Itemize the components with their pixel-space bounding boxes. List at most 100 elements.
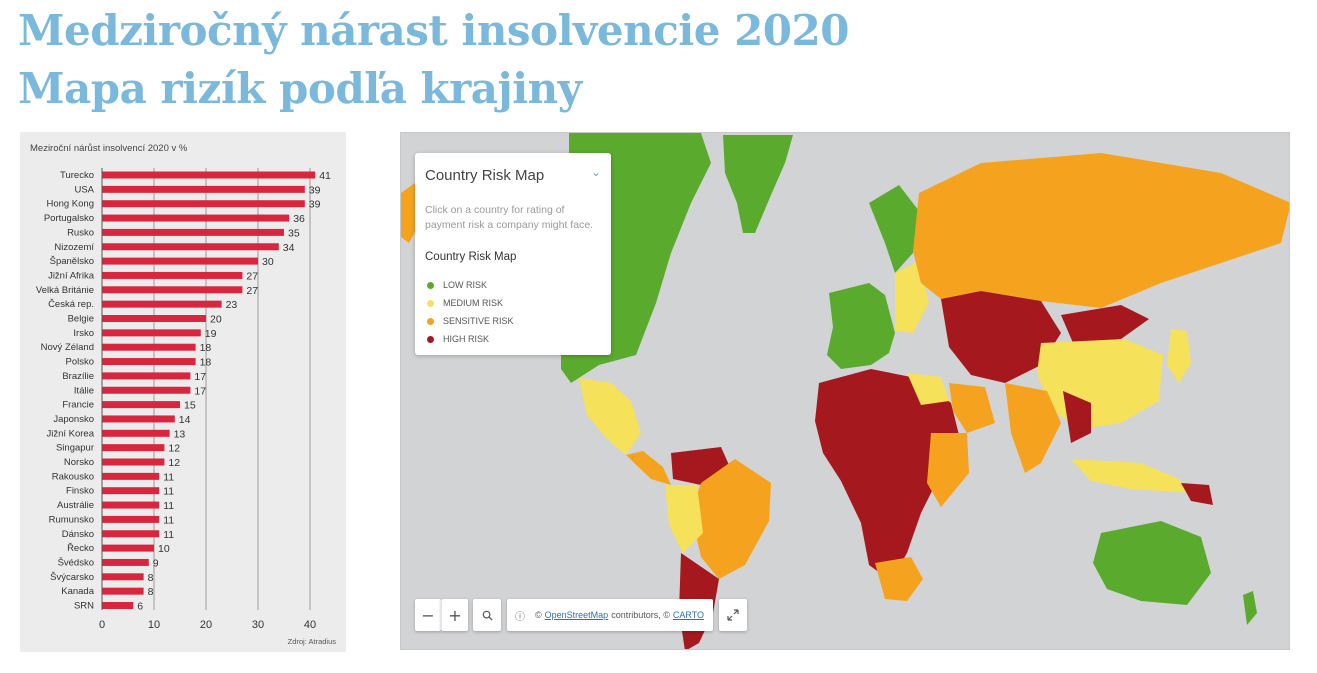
central-asia-region[interactable] [941,291,1061,383]
bar [102,271,243,279]
west-europe-region[interactable] [827,283,895,369]
x-tick-label: 0 [99,619,105,631]
value-label: 11 [163,500,174,512]
australia-region[interactable] [1093,521,1211,605]
value-label: 39 [309,184,321,196]
bar [102,200,305,208]
world-map[interactable] [401,133,1290,650]
value-label: 17 [194,371,206,383]
value-label: 20 [210,314,222,326]
page-title-line2: Mapa rizík podľa krajiny [18,64,582,113]
category-label: SRN [74,601,94,612]
category-label: Itálie [74,385,94,396]
category-label: Irsko [73,328,94,339]
south-africa-region[interactable] [875,557,923,601]
mongolia-region[interactable] [1061,305,1149,343]
bar [102,386,191,394]
bar [102,343,196,351]
scandinavia-region[interactable] [869,185,919,273]
category-label: Španělsko [50,256,94,267]
zoom-in-button[interactable]: + [441,599,468,631]
zoom-out-button[interactable]: − [415,599,441,631]
legend-description: Click on a country for rating of payment… [425,204,594,231]
legend-label-high: HIGH RISK [443,334,490,344]
bar [102,401,180,409]
bar [102,228,284,236]
bar [102,573,144,581]
category-label: Brazílie [62,371,94,382]
brazil-region[interactable] [691,459,771,579]
value-label: 11 [163,529,174,541]
japan-region[interactable] [1167,329,1191,383]
mexico-region[interactable] [579,378,641,455]
bar [102,429,170,437]
greenland-region[interactable] [723,135,793,233]
bar [102,587,144,595]
info-icon[interactable]: ⓘ [515,611,525,623]
bar [102,214,290,222]
bar [102,415,175,423]
bar [102,300,222,308]
search-button[interactable] [473,599,501,631]
bar [102,472,160,480]
new-zealand-region[interactable] [1243,591,1257,625]
openstreetmap-link[interactable]: OpenStreetMap [544,610,609,620]
papua-region[interactable] [1181,483,1213,505]
legend-item-sensitive: SENSITIVE RISK [427,314,514,328]
category-label: Kanada [61,586,94,597]
category-label: Nový Zéland [41,342,94,353]
category-label: Švédsko [58,557,94,568]
arabia-region[interactable] [949,383,995,433]
bar [102,602,134,609]
chevron-down-icon[interactable]: ⌄ [591,165,602,179]
carto-link[interactable]: CARTO [672,610,705,620]
venezuela-region[interactable] [671,447,729,485]
chart-source: Zdroj: Atradius [288,637,337,646]
egypt-region[interactable] [907,373,949,405]
high-risk-dot [427,335,434,343]
bar [102,544,154,552]
page-title-line1: Medziročný nárast insolvencie 2020 [18,6,849,55]
country-risk-map[interactable]: Country Risk Map ⌄ Click on a country fo… [400,132,1290,650]
indonesia-region[interactable] [1071,459,1191,493]
east-africa-region[interactable] [927,433,969,507]
value-label: 12 [168,457,180,469]
value-label: 30 [262,256,274,268]
medium-risk-dot [427,299,434,307]
sensitive-risk-dot [427,317,434,325]
value-label: 17 [194,385,206,397]
india-region[interactable] [1005,383,1061,473]
value-label: 18 [200,342,212,354]
central-america-region[interactable] [626,451,671,485]
africa-north-region[interactable] [815,369,961,581]
legend-subtitle: Country Risk Map [425,251,517,263]
category-label: Turecko [60,170,94,181]
value-label: 8 [148,572,154,584]
andes-region[interactable] [665,485,703,553]
value-label: 19 [205,328,217,340]
bar [102,286,243,294]
bar [102,358,196,366]
category-label: Finsko [66,486,94,497]
legend-item-low: LOW RISK [427,278,487,292]
myanmar-region[interactable] [1063,391,1091,443]
value-label: 11 [163,471,174,483]
category-label: Jižní Korea [46,428,94,439]
bar [102,171,316,179]
attribution-text: contributors, © [611,610,670,620]
value-label: 36 [293,213,305,225]
west-edge-region[interactable] [401,183,417,243]
category-label: Francie [62,400,94,411]
value-label: 27 [246,285,258,297]
fullscreen-button[interactable] [719,599,747,631]
value-label: 35 [288,227,300,239]
search-icon [482,610,493,621]
bar [102,315,206,322]
value-label: 10 [158,543,170,555]
category-label: Rakousko [52,471,94,482]
bar [102,257,258,265]
category-label: Rusko [67,227,94,238]
chart-title: Meziroční nárůst insolvencí 2020 v % [30,143,188,154]
bar [102,530,160,538]
russia-region[interactable] [913,153,1290,308]
